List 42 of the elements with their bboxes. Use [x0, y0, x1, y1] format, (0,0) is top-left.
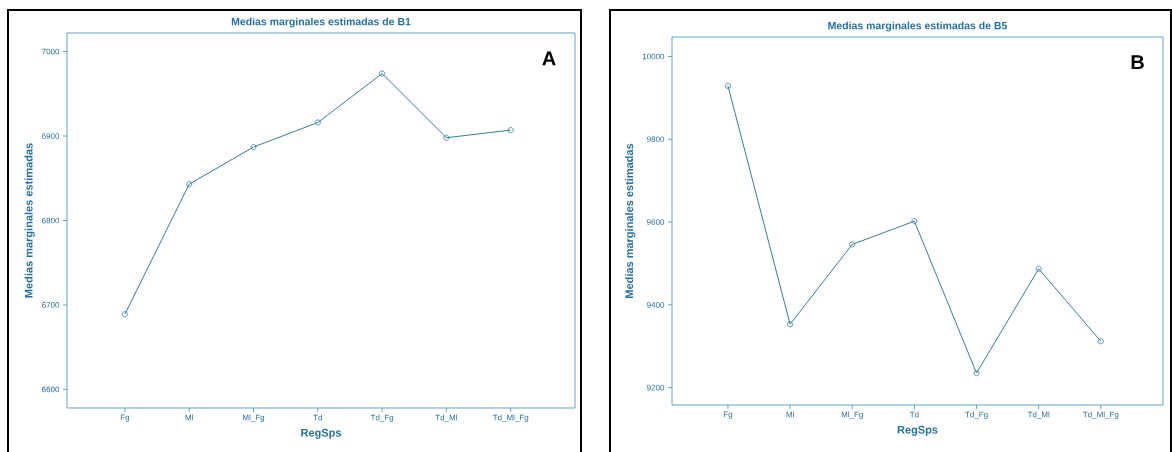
- point: [849, 241, 856, 248]
- chart-title: Medias marginales estimadas de B1: [231, 17, 411, 28]
- x-tick-label: Td_Ml_Fg: [1083, 411, 1119, 419]
- y-axis-title: Medias marginales estimadas: [24, 143, 35, 298]
- y-tick-label: 6800: [42, 217, 60, 224]
- y-tick-label: 6700: [42, 302, 60, 308]
- y-tick-label: 6900: [42, 133, 60, 139]
- point: [186, 181, 193, 188]
- x-tick-label: Ml: [786, 411, 794, 418]
- y-tick-label: 7000: [42, 48, 60, 55]
- point: [250, 144, 257, 151]
- y-axis-title: Medias marginales estimadas: [625, 143, 636, 298]
- x-tick-label: Ml_Fg: [243, 414, 265, 422]
- x-tick-label: Td: [909, 411, 919, 418]
- x-tick-label: Fg: [120, 414, 130, 422]
- chart-title: Medias marginales estimadas de B5: [828, 21, 1008, 32]
- x-tick-label: Fg: [723, 411, 733, 419]
- y-tick-label: 9600: [647, 219, 665, 225]
- x-tick-label: Td_Ml: [1027, 411, 1050, 419]
- x-tick-label: Td_Ml_Fg: [492, 414, 529, 422]
- point: [973, 370, 980, 377]
- x-tick-label: Ml: [185, 414, 193, 421]
- x-tick-label: Td_Fg: [965, 411, 988, 419]
- y-tick-label: 9400: [647, 301, 665, 308]
- x-axis-title: RegSps: [897, 425, 938, 436]
- x-tick-label: Td_Ml: [435, 414, 457, 422]
- y-tick-label: 9800: [647, 136, 665, 143]
- x-tick-label: Td_Fg: [370, 414, 394, 422]
- point: [443, 134, 450, 141]
- annotation: B: [1131, 55, 1144, 70]
- annotation: A: [542, 51, 556, 66]
- point: [787, 321, 794, 328]
- point: [314, 119, 321, 126]
- point: [379, 70, 386, 77]
- y-tick-label: 6600: [42, 386, 60, 393]
- y-tick-label: 10000: [642, 53, 665, 60]
- x-tick-label: Td: [313, 414, 322, 421]
- point: [911, 218, 918, 225]
- y-tick-label: 9200: [647, 384, 665, 391]
- point: [1035, 265, 1042, 272]
- x-axis-title: RegSps: [301, 428, 342, 439]
- x-tick-label: Ml_Fg: [841, 411, 863, 419]
